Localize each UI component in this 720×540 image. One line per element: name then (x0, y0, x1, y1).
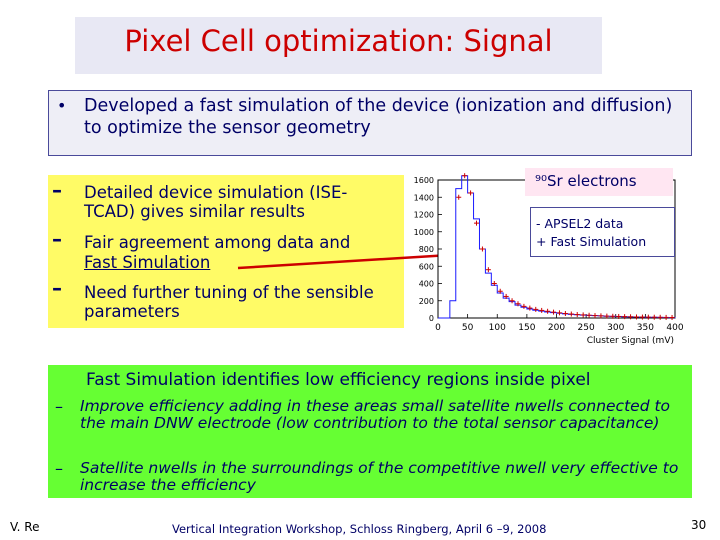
y-tick-label: 1000 (414, 228, 434, 237)
fast-simulation-point (485, 267, 491, 273)
chart-annotation: ⁹⁰Sr electrons (535, 172, 637, 190)
fast-simulation-point (527, 305, 533, 311)
fast-simulation-point (645, 314, 651, 320)
fast-simulation-point (622, 314, 628, 320)
sub-items-box (48, 175, 404, 328)
fast-simulation-point (479, 246, 485, 252)
fast-simulation-point (545, 308, 551, 314)
fast-simulation-point (521, 303, 527, 309)
x-axis-label: Cluster Signal (mV) (587, 336, 674, 346)
fast-simulation-point (474, 220, 480, 226)
fast-simulation-point (598, 313, 604, 319)
footer-author: V. Re (10, 520, 40, 534)
legend-item-fast-simulation: + Fast Simulation (536, 234, 647, 249)
intro-bullet-marker: • (57, 96, 67, 115)
efficiency-item-satellite: Improve efficiency adding in these areas… (80, 397, 671, 432)
fast-simulation-point (551, 309, 557, 315)
sub-item-tcad: Detailed device simulation (ISE-TCAD) gi… (84, 183, 348, 221)
fast-simulation-point (586, 312, 592, 318)
fast-simulation-point (503, 293, 509, 299)
y-tick-label: 1200 (414, 211, 434, 220)
y-tick-label: 800 (419, 245, 434, 254)
efficiency-box (48, 365, 692, 498)
sub-item-dash: – (52, 178, 62, 202)
sub-item-tuning: Need further tuning of the sensible para… (84, 283, 374, 321)
intro-box (48, 90, 692, 156)
efficiency-item-surroundings: Satellite nwells in the surroundings of … (80, 459, 679, 494)
cluster-signal-chart: 0 50 100 150 200 250 300 350 400 0 200 400 600 800 100… (414, 173, 684, 346)
fast-simulation-point (592, 313, 598, 319)
sub-item-dash: – (52, 276, 62, 300)
fast-simulation-point (628, 314, 634, 320)
fast-simulation-point (669, 314, 675, 320)
x-tick-label: 0 (435, 323, 441, 333)
efficiency-heading: Fast Simulation identifies low efficienc… (86, 370, 591, 390)
fast-simulation-point (610, 313, 616, 319)
fast-simulation-point (616, 313, 622, 319)
efficiency-dash: – (55, 459, 63, 478)
chart-legend (530, 207, 675, 257)
fast-simulation-point (539, 307, 545, 313)
x-tick-label: 100 (489, 323, 506, 333)
fast-simulation-point (456, 194, 462, 200)
fast-simulation-point (562, 311, 568, 317)
fast-simulation-point (556, 310, 562, 316)
sub-item-dash: – (52, 227, 62, 251)
y-tick-label: 0 (429, 314, 434, 323)
fast-simulation-point (574, 312, 580, 318)
title-background (75, 17, 602, 74)
fast-simulation-point (604, 313, 610, 319)
fast-simulation-point (580, 312, 586, 318)
legend-item-apsel2: - APSEL2 data (536, 216, 624, 231)
fast-simulation-point (468, 190, 474, 196)
x-tick-label: 350 (637, 323, 654, 333)
fast-simulation-point (651, 314, 657, 320)
fast-simulation-point (639, 314, 645, 320)
fast-simulation-point (491, 281, 497, 286)
fast-simulation-point (633, 314, 639, 320)
y-tick-label: 1600 (414, 176, 434, 185)
sub-item-agreement: Fair agreement among data and (84, 233, 351, 252)
intro-bullet-text: Developed a fast simulation of the devic… (84, 96, 673, 138)
annotation-background (525, 168, 673, 196)
fast-simulation-point (657, 314, 663, 320)
slide-title: Pixel Cell optimization: Signal (124, 24, 553, 58)
fast-simulation-point (509, 298, 515, 304)
fast-simulation-point (568, 311, 574, 317)
fast-simulation-point (533, 306, 539, 312)
y-tick-label: 200 (419, 297, 434, 306)
sub-item-fast-simulation: Fast Simulation (84, 253, 211, 272)
x-tick-label: 150 (518, 323, 535, 333)
fast-simulation-point (515, 301, 521, 307)
x-tick-label: 200 (548, 323, 565, 333)
efficiency-dash: – (55, 397, 63, 416)
x-tick-label: 300 (607, 323, 624, 333)
fast-simulation-point (663, 314, 669, 320)
fast-simulation-point (462, 173, 468, 179)
fast-simulation-markers (456, 173, 675, 320)
x-tick-label: 250 (578, 323, 595, 333)
x-tick-label: 400 (666, 323, 683, 333)
y-tick-label: 400 (419, 280, 434, 289)
chart-ticks: 0 50 100 150 200 250 300 350 400 0 200 400 600 800 100… (414, 176, 684, 333)
footer-event: Vertical Integration Workshop, Schloss R… (172, 522, 547, 536)
page-number: 30 (691, 518, 707, 532)
y-tick-label: 1400 (414, 193, 434, 202)
fast-simulation-point (497, 288, 503, 294)
y-tick-label: 600 (419, 262, 434, 271)
x-tick-label: 50 (462, 323, 474, 333)
